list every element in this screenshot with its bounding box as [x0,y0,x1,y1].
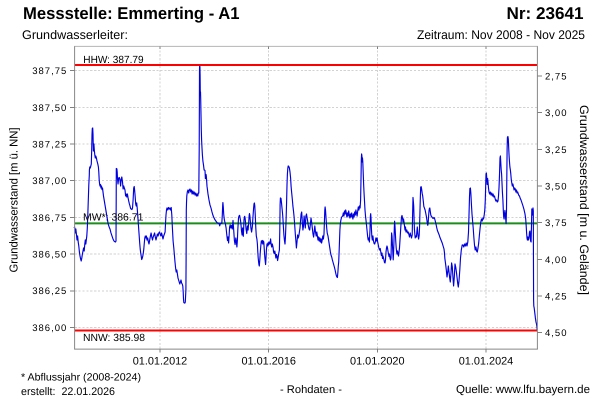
svg-text:01.01.2012: 01.01.2012 [133,355,188,367]
svg-text:3,25: 3,25 [545,145,568,156]
svg-text:Grundwasserstand [m ü. NN]: Grundwasserstand [m ü. NN] [9,128,21,273]
svg-text:Grundwasserleiter:: Grundwasserleiter: [22,28,128,42]
svg-text:3,50: 3,50 [545,181,568,192]
svg-text:387,25: 387,25 [32,139,67,150]
svg-text:2,75: 2,75 [545,71,568,82]
svg-text:4,25: 4,25 [545,291,568,302]
svg-text:HHW: 387.79: HHW: 387.79 [83,55,144,66]
svg-text:* Abflussjahr (2008-2024): * Abflussjahr (2008-2024) [21,372,141,384]
svg-text:MW*: 386.71: MW*: 386.71 [83,212,144,223]
svg-text:3,00: 3,00 [545,108,568,119]
svg-text:01.01.2024: 01.01.2024 [459,355,514,367]
svg-text:- Rohdaten -: - Rohdaten - [280,384,342,396]
svg-text:Nr: 23641: Nr: 23641 [507,4,584,23]
svg-text:Zeitraum: Nov 2008 - Nov 2025: Zeitraum: Nov 2008 - Nov 2025 [417,28,585,42]
svg-text:3,75: 3,75 [545,218,568,229]
svg-text:386,00: 386,00 [32,323,67,334]
svg-text:01.01.2016: 01.01.2016 [241,355,296,367]
svg-text:386,25: 386,25 [32,286,67,297]
svg-text:387,50: 387,50 [32,103,67,114]
svg-text:386,50: 386,50 [32,249,67,260]
svg-text:Messstelle: Emmerting - A1: Messstelle: Emmerting - A1 [23,4,240,23]
svg-text:4,00: 4,00 [545,255,568,266]
svg-text:01.01.2020: 01.01.2020 [350,355,405,367]
svg-text:387,75: 387,75 [32,66,67,77]
svg-text:erstellt: 22.01.2026: erstellt: 22.01.2026 [21,386,115,398]
svg-text:4,50: 4,50 [545,328,568,339]
svg-text:NNW: 385.98: NNW: 385.98 [83,333,145,344]
svg-text:387,00: 387,00 [32,176,67,187]
svg-text:Quelle: www.lfu.bayern.de: Quelle: www.lfu.bayern.de [456,384,590,396]
svg-text:Grundwasserstand [m u. Gelände: Grundwasserstand [m u. Gelände] [577,105,591,295]
svg-text:386,75: 386,75 [32,213,67,224]
